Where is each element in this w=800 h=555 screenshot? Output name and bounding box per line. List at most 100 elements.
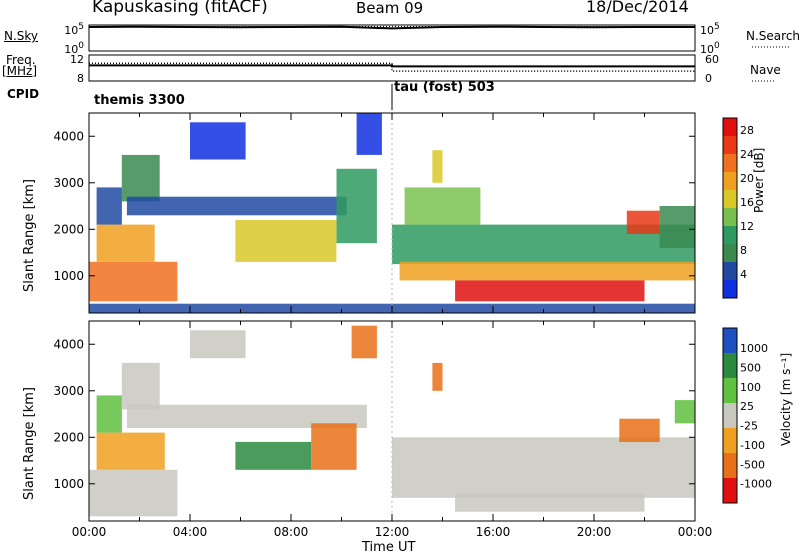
power-colorbar-seg-7 [723,244,737,263]
power-band-0 [89,261,178,302]
power-band-5 [126,196,347,216]
power-colorbar-tick-0: 4 [740,268,747,281]
cpid-segment-1: themis 3300 [94,93,185,108]
power-colorbar-tick-4: 20 [740,172,754,185]
velocity-colorbar-seg-1 [723,353,737,379]
power-colorbar-seg-8 [723,262,737,281]
cpid-label: CPID [7,87,40,101]
power-band-14 [659,206,695,248]
nave-label: Nave [750,63,781,77]
nsky-panel-frame [88,24,696,52]
power-band-3 [121,154,160,202]
xtick-label-1: 04:00 [173,525,208,539]
velocity-ytick-3: 4000 [53,337,84,351]
beam-label: Beam 09 [356,0,424,17]
xtick-label-0: 00:00 [72,525,107,539]
x-axis-label: Time UT [362,540,416,555]
power-colorbar-tick-2: 12 [740,220,754,233]
power-band-1 [96,224,155,262]
power-ytick-2: 3000 [53,176,84,190]
velocity-band-3 [121,362,160,410]
velocity-band-10 [455,493,645,512]
power-band-4 [190,122,246,160]
velocity-band-0 [89,469,178,517]
velocity-colorbar-seg-6 [723,478,737,504]
power-colorbar-seg-3 [723,172,737,191]
velocity-colorbar-tick-2: 100 [740,381,761,394]
nave-series-line [89,62,695,72]
velocity-ytick-2: 3000 [53,384,84,398]
freq-label: Freq. [6,53,36,67]
power-colorbar-label: Power [dB] [752,147,766,213]
nave-ytick-0: 60 [705,53,719,66]
xtick-label-5: 20:00 [577,525,612,539]
power-band-15 [432,150,443,183]
power-colorbar-seg-4 [723,190,737,209]
velocity-band-11 [432,362,443,391]
velocity-band-13 [674,400,695,424]
power-colorbar-tick-3: 16 [740,196,754,209]
date-label: 18/Dec/2014 [586,0,689,16]
power-colorbar-tick-5: 24 [740,148,754,161]
xtick-label-6: 00:00 [678,525,713,539]
freq-unit-label: [MHz] [2,64,38,78]
nsky-label: N.Sky [4,29,39,43]
velocity-colorbar-tick-6: -500 [740,458,765,471]
nsky-series-line [88,25,695,30]
power-band-7 [336,168,377,244]
velocity-colorbar-tick-0: 1000 [740,342,768,355]
power-ytick-0: 1000 [53,269,84,283]
cpid-segment-2: tau (fost) 503 [394,80,495,95]
nave-ytick-1: 0 [705,72,712,85]
velocity-colorbar-seg-0 [723,328,737,354]
power-band-13 [626,210,660,234]
velocity-ylabel: Slant Range [km] [22,387,37,500]
power-band-6 [235,220,337,262]
velocity-band-9 [392,437,695,498]
power-ytick-3: 4000 [53,129,84,143]
velocity-band-12 [619,418,660,442]
velocity-colorbar-tick-7: -1000 [740,478,772,491]
velocity-band-1 [96,432,165,470]
velocity-colorbar-tick-1: 500 [740,361,761,374]
velocity-band-2 [96,395,122,433]
velocity-colorbar-tick-4: -25 [740,420,758,433]
power-band-12 [404,187,481,225]
freq-ytick-1: 8 [77,72,84,85]
velocity-colorbar-seg-4 [723,428,737,454]
velocity-band-4 [190,330,246,359]
power-colorbar-frame [722,117,738,299]
velocity-colorbar-frame [722,327,738,504]
velocity-colorbar-tick-3: 25 [740,400,754,413]
nsky-ytick-0: 105 [64,22,84,37]
velocity-ytick-0: 1000 [53,477,84,491]
velocity-band-8 [351,325,377,359]
power-colorbar-seg-1 [723,136,737,155]
velocity-ytick-1: 2000 [53,430,84,444]
power-colorbar-seg-9 [723,280,737,299]
velocity-band-6 [235,441,312,470]
nsearch-label: N.Search [746,29,800,43]
xtick-label-4: 16:00 [476,525,511,539]
freq-series-line [89,64,695,68]
xtick-label-3: 12:00 [375,525,410,539]
velocity-colorbar-seg-3 [723,403,737,429]
velocity-colorbar-seg-2 [723,378,737,404]
freq-ytick-0: 12 [70,53,84,66]
station-title: Kapuskasing (fitACF) [92,0,268,17]
power-ytick-1: 2000 [53,222,84,236]
power-colorbar-tick-1: 8 [740,244,747,257]
power-band-2 [96,187,122,225]
power-colorbar-seg-6 [723,226,737,245]
power-colorbar-tick-6: 28 [740,124,754,137]
velocity-colorbar-tick-5: -100 [740,439,765,452]
nsearch-ytick-0: 105 [700,22,720,37]
power-colorbar-seg-2 [723,154,737,173]
velocity-band-5 [126,404,367,428]
velocity-colorbar-seg-5 [723,453,737,479]
xtick-label-2: 08:00 [274,525,309,539]
velocity-band-7 [311,423,357,470]
power-band-8 [356,113,382,155]
power-ylabel: Slant Range [km] [22,179,37,292]
